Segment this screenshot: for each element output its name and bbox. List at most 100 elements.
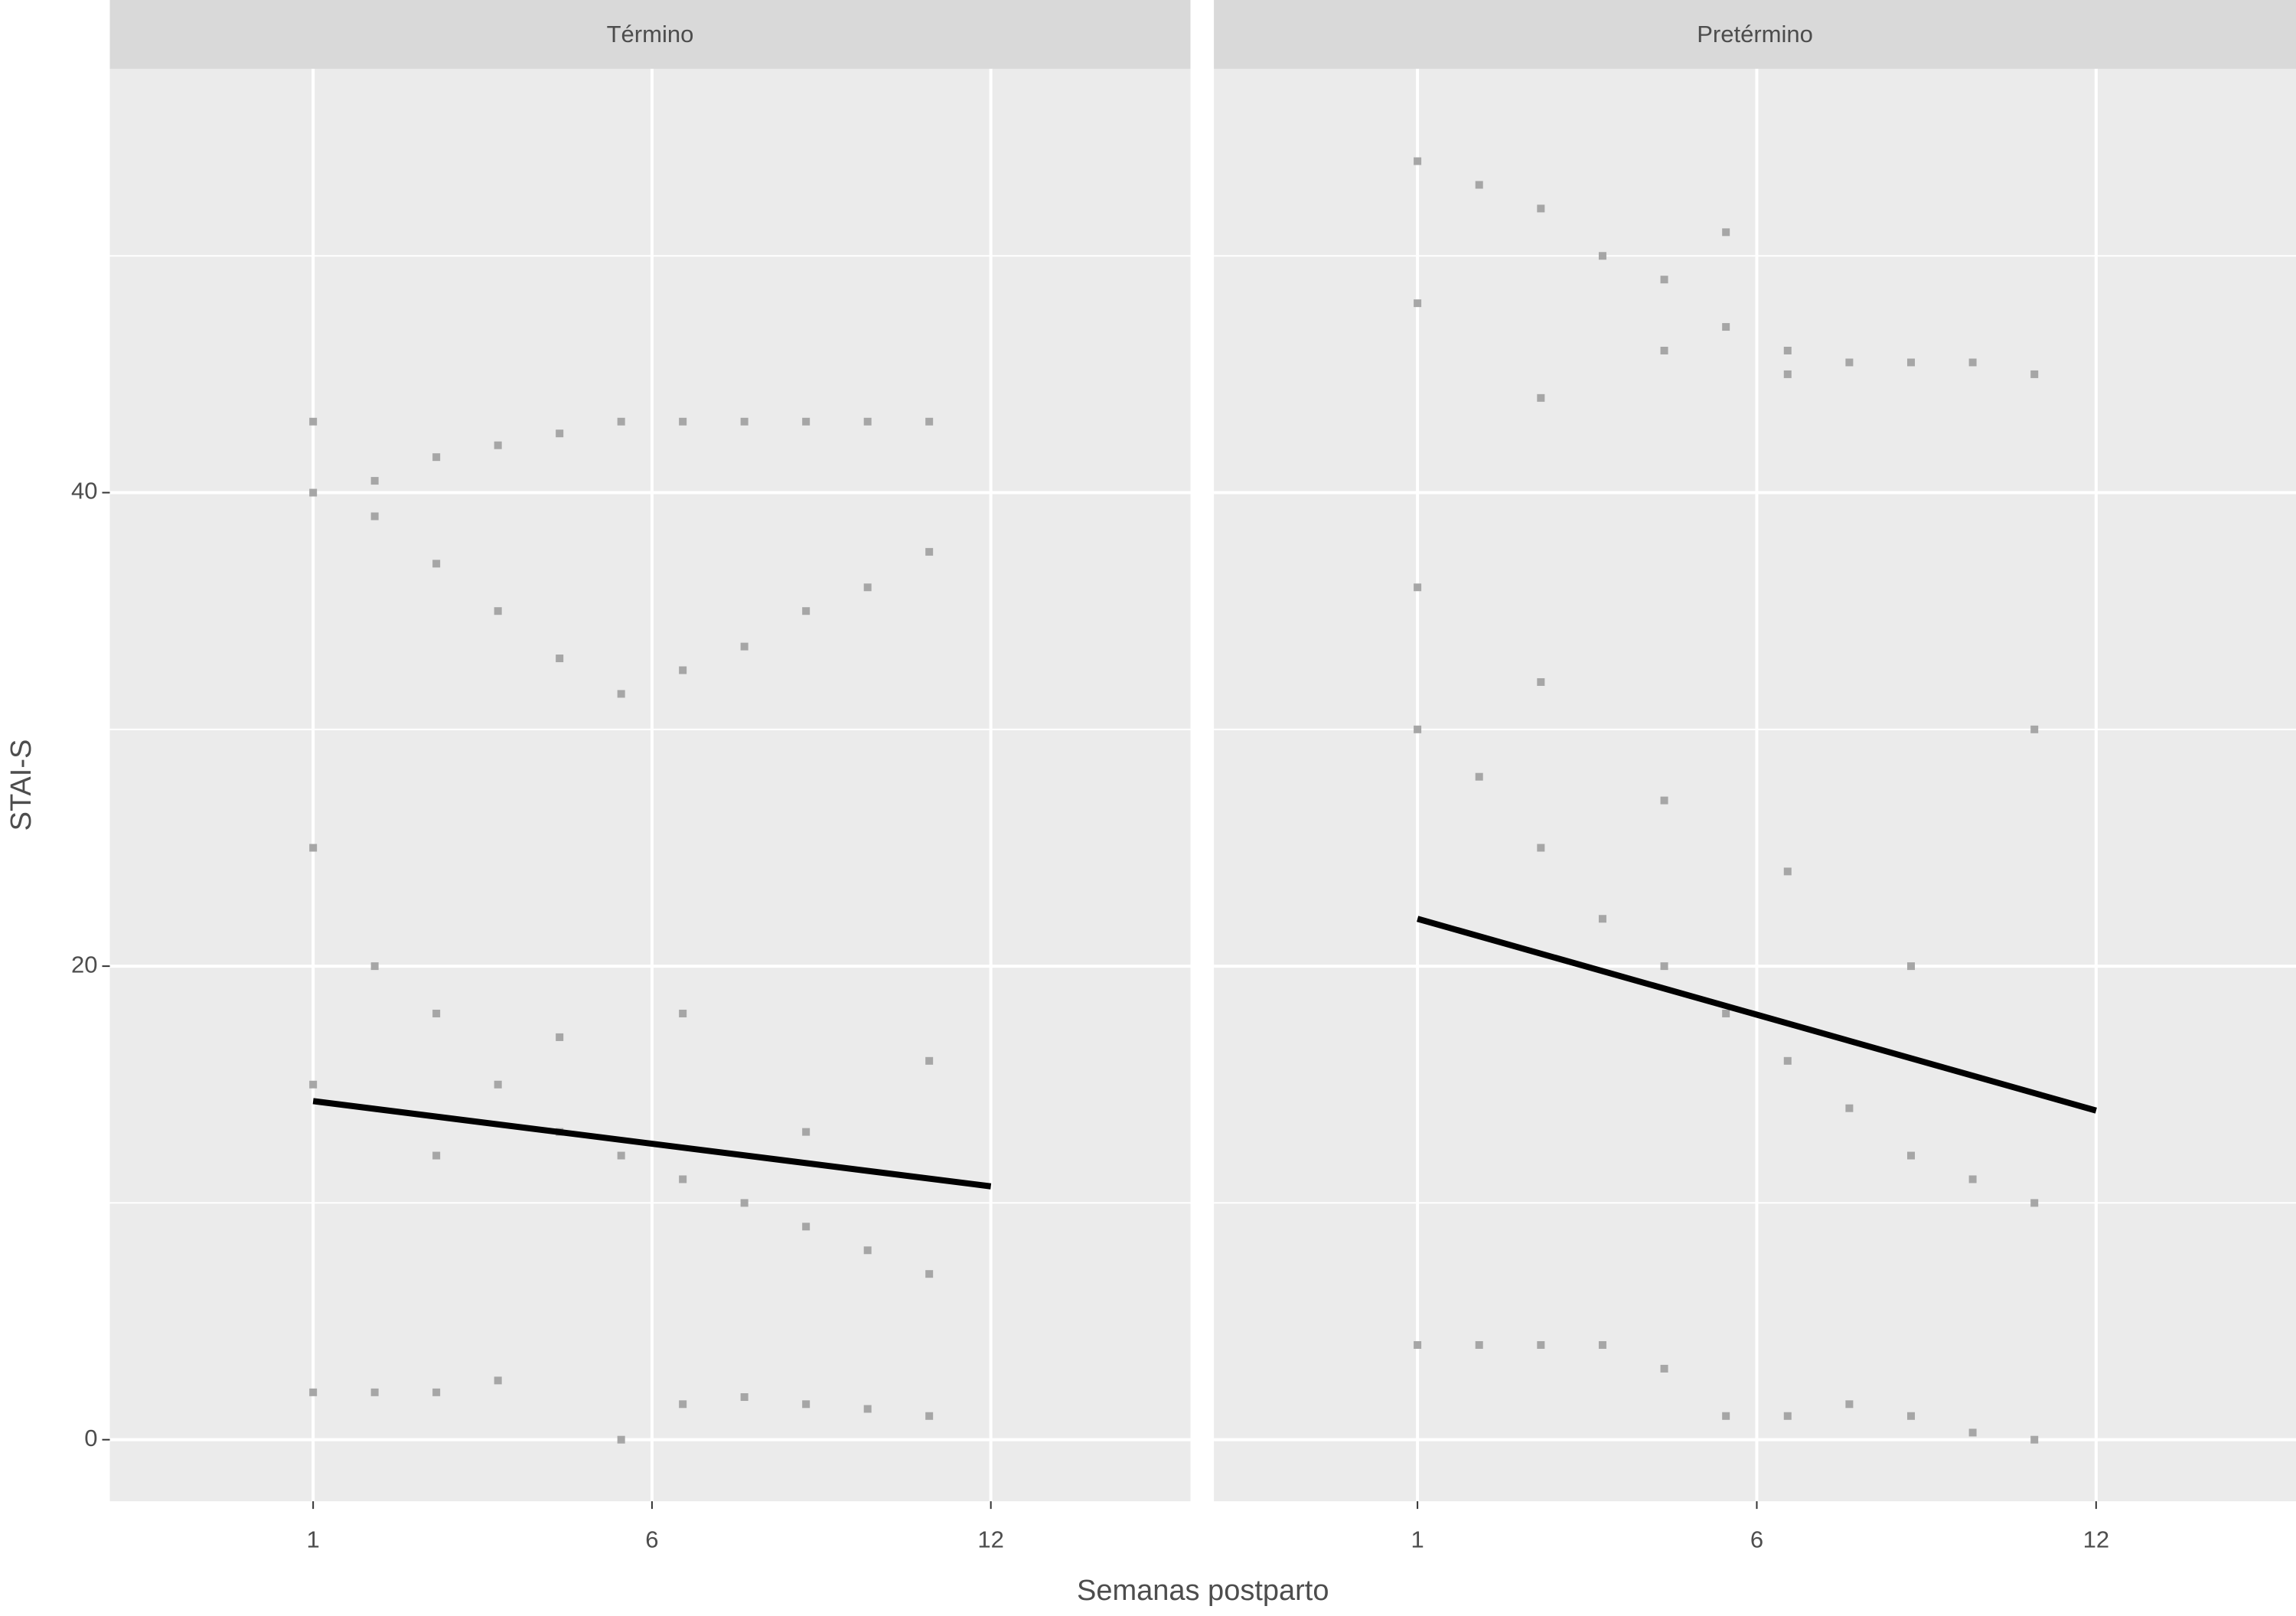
point	[1537, 677, 1545, 686]
point	[925, 417, 934, 426]
point	[802, 1400, 810, 1409]
point	[1906, 1151, 1915, 1160]
point	[1598, 915, 1606, 923]
point	[1537, 204, 1545, 213]
point	[1660, 1364, 1668, 1373]
point	[617, 1435, 625, 1444]
point	[2030, 1199, 2039, 1207]
point	[679, 1009, 687, 1017]
point	[1537, 393, 1545, 402]
point	[925, 1412, 934, 1420]
point	[370, 1388, 379, 1396]
point	[494, 1080, 502, 1089]
panel-background	[1214, 68, 2296, 1502]
point	[1722, 323, 1730, 331]
point	[1906, 358, 1915, 367]
point	[2030, 1435, 2039, 1444]
point	[679, 1175, 687, 1183]
point	[1722, 228, 1730, 237]
point	[309, 488, 318, 497]
point	[1968, 1428, 1977, 1437]
point	[617, 1151, 625, 1160]
x-tick-label: 1	[307, 1526, 320, 1552]
point	[370, 962, 379, 971]
point	[1414, 583, 1422, 592]
point	[802, 607, 810, 615]
point	[309, 1080, 318, 1089]
point	[309, 1388, 318, 1396]
point	[679, 1400, 687, 1409]
point	[1783, 1412, 1792, 1420]
point	[925, 1270, 934, 1278]
trend-line	[1417, 916, 2097, 1114]
point	[1660, 796, 1668, 805]
facet-strip	[1214, 0, 2296, 69]
point	[1722, 1412, 1730, 1420]
point	[494, 441, 502, 449]
point	[432, 453, 441, 462]
point	[925, 1056, 934, 1065]
x-axis-title: Semanas postparto	[1077, 1575, 1329, 1607]
point	[1660, 346, 1668, 354]
point	[1783, 867, 1792, 876]
facet-strip	[109, 0, 1191, 69]
x-tick-label: 12	[977, 1526, 1003, 1552]
point	[1968, 358, 1977, 367]
point	[432, 560, 441, 568]
point	[740, 417, 748, 426]
point	[925, 547, 934, 556]
point	[1598, 1340, 1606, 1349]
point	[802, 1128, 810, 1136]
point	[1783, 370, 1792, 378]
y-tick-label: 20	[71, 951, 97, 978]
x-tick-label: 6	[1750, 1526, 1763, 1552]
x-tick-label: 1	[1411, 1526, 1424, 1552]
point	[1414, 299, 1422, 308]
point	[556, 429, 564, 438]
point	[494, 607, 502, 615]
point	[617, 417, 625, 426]
point	[432, 1151, 441, 1160]
point	[309, 417, 318, 426]
point	[617, 690, 625, 698]
point	[1414, 1340, 1422, 1349]
point	[432, 1388, 441, 1396]
point	[1537, 1340, 1545, 1349]
point	[679, 417, 687, 426]
point	[2030, 370, 2039, 378]
point	[1598, 252, 1606, 260]
point	[2030, 725, 2039, 733]
point	[679, 666, 687, 674]
point	[556, 655, 564, 663]
point	[1414, 157, 1422, 165]
facet-title: Pretérmino	[1697, 21, 1813, 47]
y-tick-label: 40	[71, 478, 97, 504]
point	[740, 1393, 748, 1402]
point	[1845, 1400, 1854, 1409]
point	[740, 1199, 748, 1207]
point	[370, 477, 379, 485]
point	[1414, 725, 1422, 733]
point	[802, 417, 810, 426]
point	[1906, 962, 1915, 971]
point	[1906, 1412, 1915, 1420]
x-tick-label: 6	[645, 1526, 658, 1552]
point	[740, 642, 748, 651]
y-axis-title: STAI-S	[5, 739, 38, 831]
point	[1968, 1175, 1977, 1183]
point	[1537, 844, 1545, 852]
point	[1475, 1340, 1483, 1349]
point	[1783, 346, 1792, 354]
point	[1660, 962, 1668, 971]
point	[1660, 276, 1668, 284]
point	[863, 583, 872, 592]
point	[802, 1223, 810, 1231]
point	[863, 1405, 872, 1413]
point	[494, 1376, 502, 1385]
point	[432, 1009, 441, 1017]
point	[1845, 358, 1854, 367]
point	[370, 512, 379, 521]
point	[556, 1033, 564, 1041]
